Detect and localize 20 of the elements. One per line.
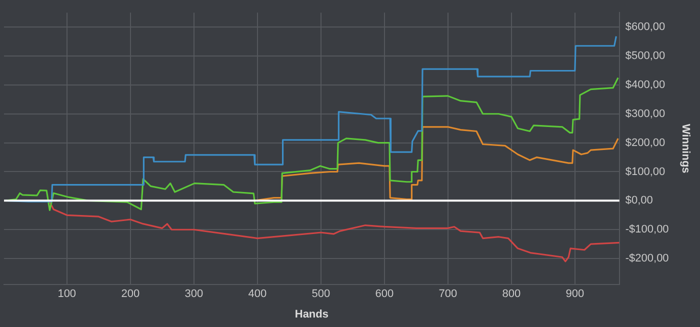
y-tick-label: $300,00 xyxy=(625,108,666,120)
y-tick-label: $400,00 xyxy=(625,78,666,91)
x-tick-label: 600 xyxy=(375,288,394,300)
x-axis-title: Hands xyxy=(294,308,328,320)
x-tick-label: 300 xyxy=(184,288,204,300)
y-tick-label: -$200,00 xyxy=(625,252,669,265)
y-axis-title: Winnings xyxy=(679,124,692,174)
x-tick-label: 500 xyxy=(312,288,330,300)
x-tick-label: 400 xyxy=(248,288,267,300)
y-tick-label: $500,00 xyxy=(625,50,666,62)
y-tick-label: $200,00 xyxy=(625,136,666,149)
x-tick-label: 800 xyxy=(502,288,521,300)
y-tick-label: $600,00 xyxy=(625,21,666,34)
x-tick-label: 700 xyxy=(438,288,458,300)
x-tick-label: 100 xyxy=(58,288,76,300)
x-tick-label: 900 xyxy=(566,288,584,300)
y-tick-label: $0,00 xyxy=(625,194,653,207)
y-tick-label: $100,00 xyxy=(625,166,666,178)
y-tick-label: -$100,00 xyxy=(625,224,669,236)
x-tick-label: 200 xyxy=(121,288,140,300)
